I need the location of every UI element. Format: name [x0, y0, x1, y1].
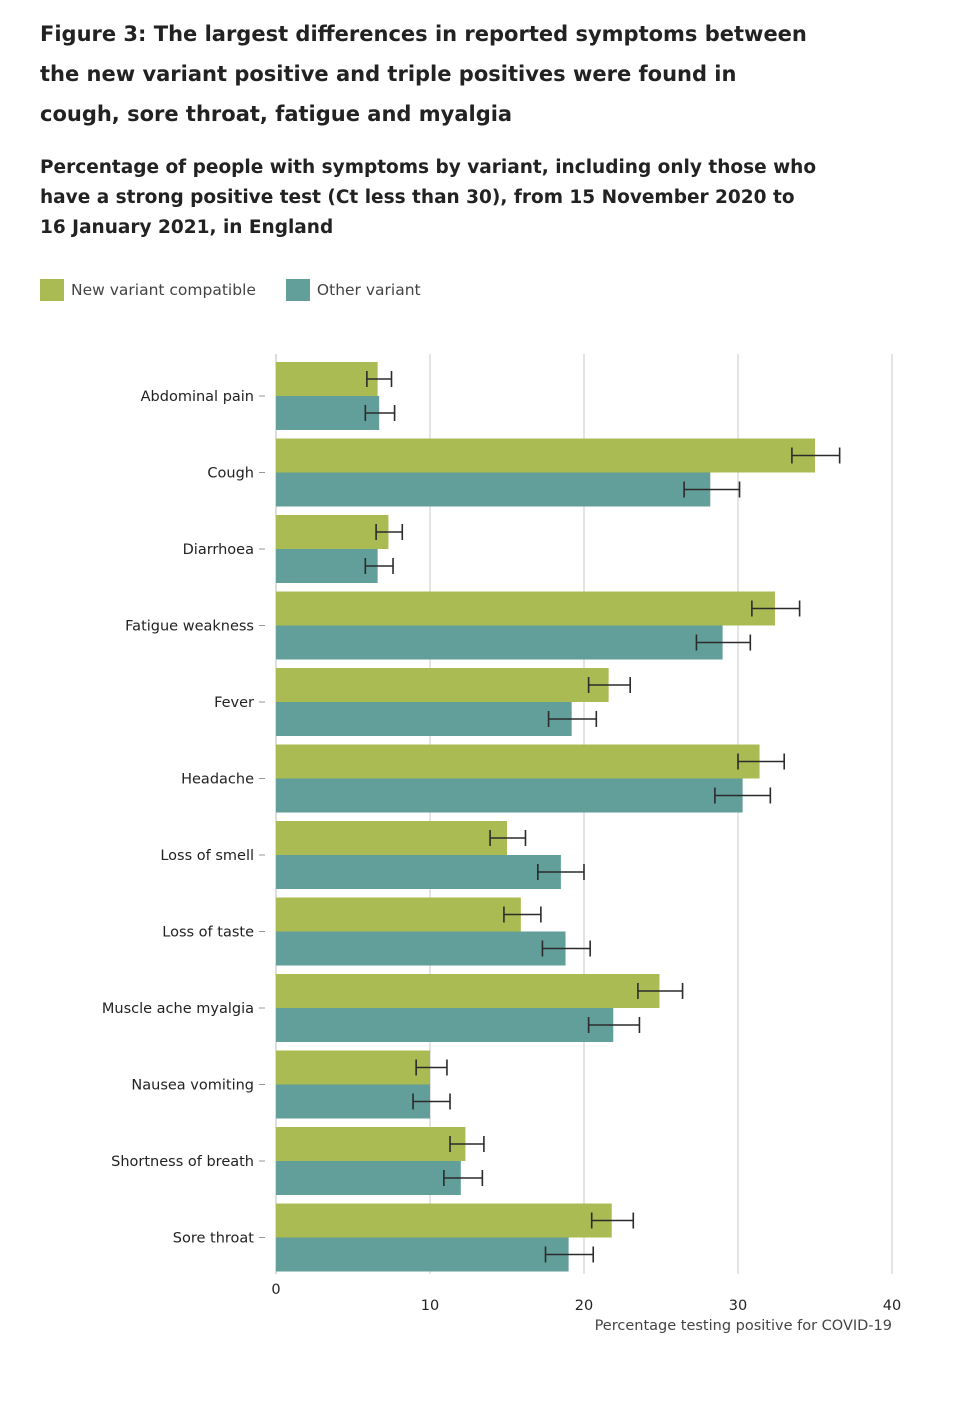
bar-diarrhoea-other-variant: [276, 549, 378, 583]
legend-swatch-new-variant: [40, 279, 64, 301]
x-tick-label-20: 20: [575, 1298, 593, 1314]
bar-loss-of-taste-new-variant-compatible: [276, 897, 521, 932]
bar-abdominal-pain-other-variant: [276, 396, 380, 430]
legend-label-other-variant: Other variant: [316, 281, 421, 299]
figure-subtitle: Percentage of people with symptoms by va…: [40, 157, 817, 238]
category-label-headache: Headache: [181, 772, 254, 788]
bar-loss-of-smell-other-variant: [276, 855, 561, 889]
bar-shortness-of-breath-new-variant-compatible: [276, 1127, 466, 1161]
bar-sore-throat-other-variant: [276, 1237, 569, 1272]
bar-loss-of-smell-new-variant-compatible: [276, 821, 507, 855]
category-label-nausea-vomiting: Nausea vomiting: [131, 1078, 254, 1094]
figure-title: Figure 3: The largest differences in rep…: [40, 22, 807, 126]
legend-label-new-variant: New variant compatible: [71, 281, 256, 299]
bar-headache-new-variant-compatible: [276, 744, 760, 779]
category-label-shortness-of-breath: Shortness of breath: [111, 1154, 254, 1170]
category-label-fatigue-weakness: Fatigue weakness: [125, 619, 254, 635]
bar-cough-new-variant-compatible: [276, 438, 815, 473]
bar-shortness-of-breath-other-variant: [276, 1161, 461, 1195]
category-label-abdominal-pain: Abdominal pain: [141, 389, 254, 405]
bar-fever-other-variant: [276, 702, 572, 736]
x-tick-label-30: 30: [729, 1298, 747, 1314]
x-axis-title: Percentage testing positive for COVID-19: [595, 1318, 892, 1334]
bar-fever-new-variant-compatible: [276, 668, 609, 702]
category-label-loss-of-smell: Loss of smell: [160, 848, 254, 864]
legend-swatch-other-variant: [285, 279, 310, 301]
bar-fatigue-weakness-other-variant: [276, 625, 723, 660]
chart-legend: New variant compatible Other variant: [40, 278, 451, 302]
bar-diarrhoea-new-variant-compatible: [276, 515, 389, 549]
bar-chart: Abdominal pain Cough Diarrhoea Fatigue weak…: [102, 354, 901, 1334]
category-label-muscle-ache-myalgia: Muscle ache myalgia: [102, 1001, 254, 1017]
bar-abdominal-pain-new-variant-compatible: [276, 362, 378, 396]
category-label-loss-of-taste: Loss of taste: [162, 925, 254, 941]
legend-item-other-variant[interactable]: Other variant: [285, 279, 421, 301]
category-label-sore-throat: Sore throat: [173, 1231, 255, 1247]
bar-nausea-vomiting-other-variant: [276, 1084, 430, 1119]
category-label-cough: Cough: [207, 466, 254, 482]
bar-sore-throat-new-variant-compatible: [276, 1203, 612, 1238]
bar-loss-of-taste-other-variant: [276, 931, 566, 966]
category-label-fever: Fever: [214, 695, 254, 711]
legend-item-new-variant[interactable]: New variant compatible: [40, 279, 256, 301]
x-tick-label-0: 0: [271, 1282, 280, 1298]
bar-fatigue-weakness-new-variant-compatible: [276, 591, 775, 626]
bar-cough-other-variant: [276, 472, 711, 507]
category-label-diarrhoea: Diarrhoea: [183, 542, 254, 558]
bar-nausea-vomiting-new-variant-compatible: [276, 1050, 430, 1085]
x-tick-label-40: 40: [883, 1298, 901, 1314]
bar-muscle-ache-myalgia-other-variant: [276, 1008, 614, 1042]
x-tick-label-10: 10: [421, 1298, 439, 1314]
bar-headache-other-variant: [276, 778, 743, 813]
bar-muscle-ache-myalgia-new-variant-compatible: [276, 974, 660, 1008]
